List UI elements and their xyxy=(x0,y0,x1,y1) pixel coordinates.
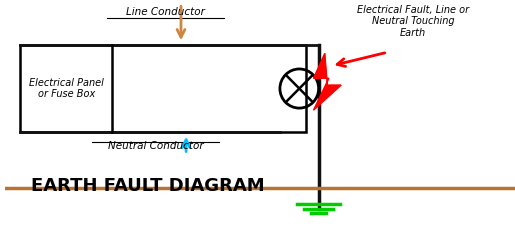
FancyBboxPatch shape xyxy=(21,45,306,132)
Text: EARTH FAULT DIAGRAM: EARTH FAULT DIAGRAM xyxy=(31,177,265,195)
Text: Electrical Fault, Line or
Neutral Touching
Earth: Electrical Fault, Line or Neutral Touchi… xyxy=(357,5,469,38)
Polygon shape xyxy=(314,53,341,110)
Text: Electrical Panel
or Fuse Box: Electrical Panel or Fuse Box xyxy=(29,78,104,99)
Text: Line Conductor: Line Conductor xyxy=(126,7,205,17)
Text: Neutral Conductor: Neutral Conductor xyxy=(108,141,203,151)
